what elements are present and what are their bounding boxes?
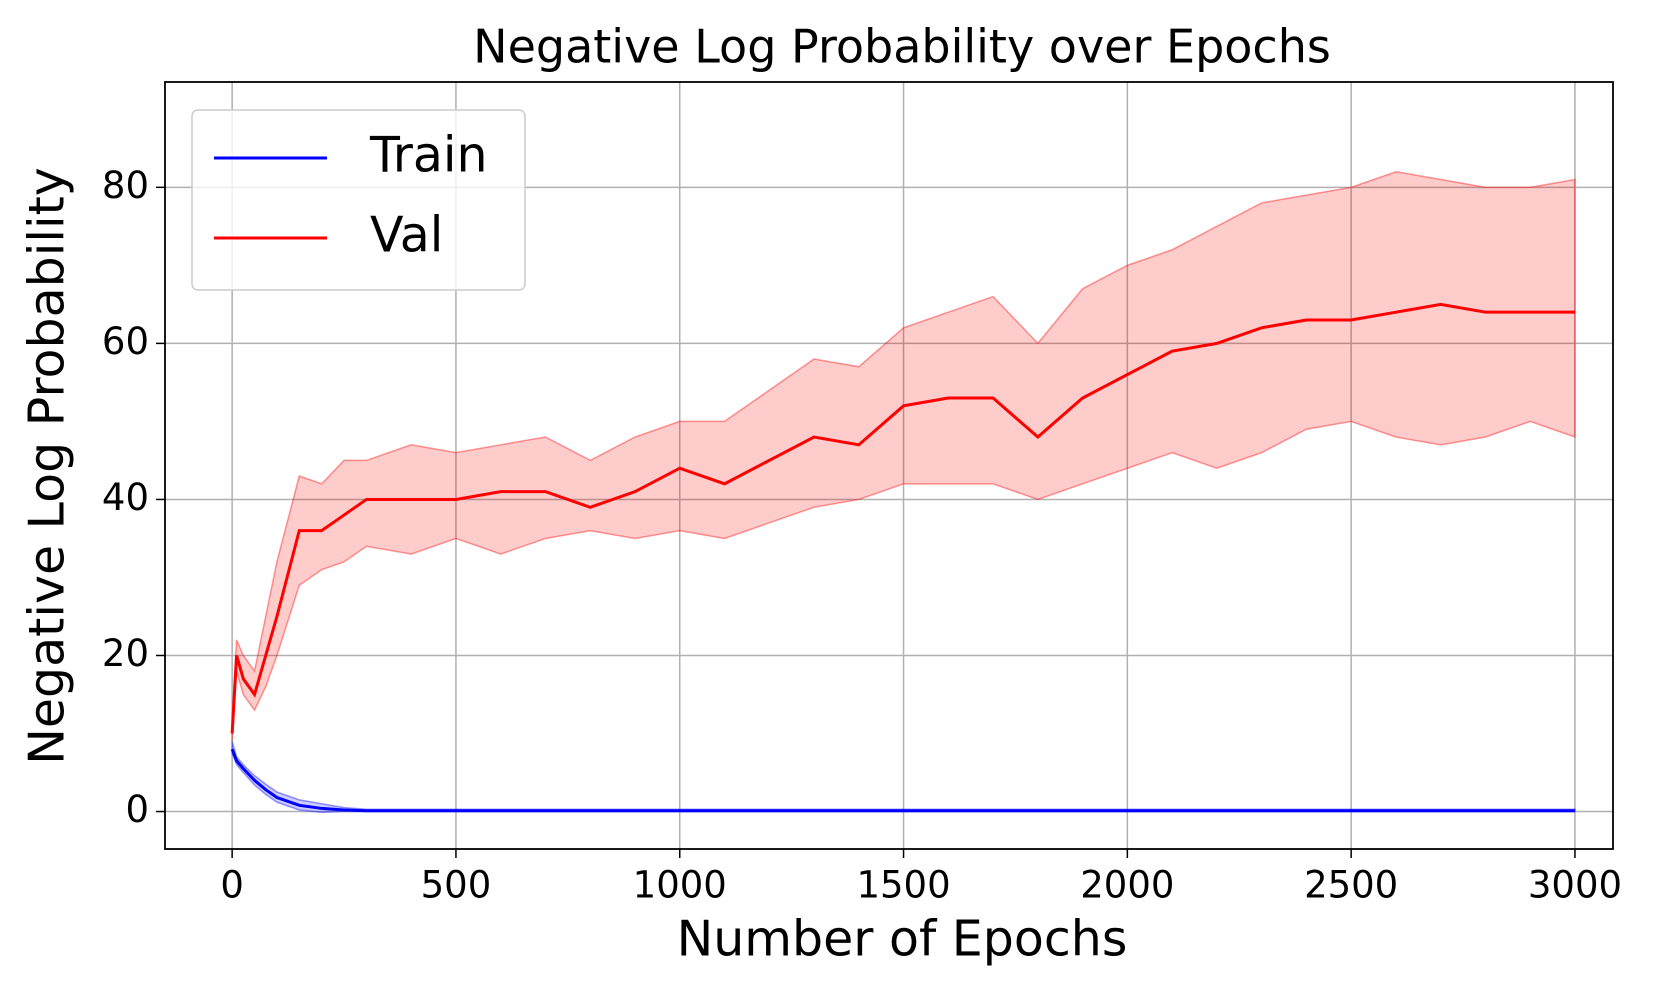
y-tick-label: 80 <box>102 164 149 207</box>
legend-label: Train <box>369 127 488 184</box>
x-tick-label: 500 <box>421 864 492 907</box>
legend-label: Val <box>370 207 443 264</box>
legend-box <box>191 109 526 291</box>
x-tick-label: 3000 <box>1528 864 1622 907</box>
x-tick-label: 1500 <box>856 864 950 907</box>
x-tick-label: 1000 <box>633 864 727 907</box>
error-band <box>231 170 1576 742</box>
series-line <box>230 302 1575 734</box>
x-axis-label: Number of Epochs <box>677 911 1128 968</box>
y-tick-label: 40 <box>102 476 149 519</box>
y-axis-label: Negative Log Probability <box>19 167 76 765</box>
y-tick-label: 60 <box>102 320 149 363</box>
x-tick-label: 2500 <box>1304 864 1398 907</box>
series-line <box>230 748 1575 813</box>
chart-title: Negative Log Probability over Epochs <box>473 20 1331 74</box>
x-tick-label: 2000 <box>1080 864 1174 907</box>
y-tick-label: 0 <box>125 788 149 831</box>
x-tick-label: 0 <box>220 864 244 907</box>
y-tick-label: 20 <box>102 632 149 675</box>
plot-frame <box>164 81 1614 850</box>
